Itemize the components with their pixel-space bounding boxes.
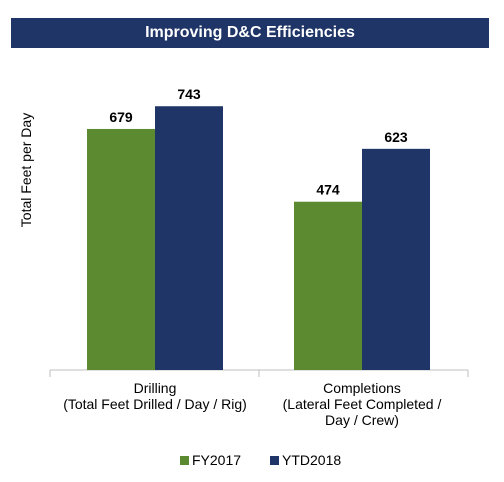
category-label-0-line-0: Drilling	[134, 380, 177, 396]
value-labels-group: 679 743 474 623	[109, 86, 408, 197]
data-label-ytd2018-1: 623	[384, 129, 408, 145]
y-axis-label: Total Feet per Day	[18, 113, 34, 227]
chart-title: Improving D&C Efficiencies	[11, 18, 489, 48]
legend: FY2017 YTD2018	[180, 452, 341, 468]
category-label-1-line-1: (Lateral Feet Completed /	[283, 396, 442, 412]
legend-swatch-ytd2018	[270, 456, 279, 465]
legend-label-ytd2018: YTD2018	[282, 452, 341, 468]
category-labels-group: Drilling(Total Feet Drilled / Day / Rig)…	[63, 380, 441, 428]
bar-ytd2018-0	[155, 106, 223, 371]
data-label-fy2017-1: 474	[316, 182, 340, 198]
category-label-1-line-2: Day / Crew)	[325, 412, 399, 428]
legend-swatch-fy2017	[180, 456, 189, 465]
data-label-ytd2018-0: 743	[177, 86, 201, 102]
bar-fy2017-1	[294, 201, 362, 370]
legend-label-fy2017: FY2017	[192, 452, 241, 468]
bar-ytd2018-1	[362, 148, 430, 370]
category-label-0-line-1: (Total Feet Drilled / Day / Rig)	[63, 396, 247, 412]
category-label-1-line-0: Completions	[323, 380, 401, 396]
bars-group	[87, 106, 430, 371]
bar-fy2017-0	[87, 128, 155, 370]
data-label-fy2017-0: 679	[109, 109, 133, 125]
